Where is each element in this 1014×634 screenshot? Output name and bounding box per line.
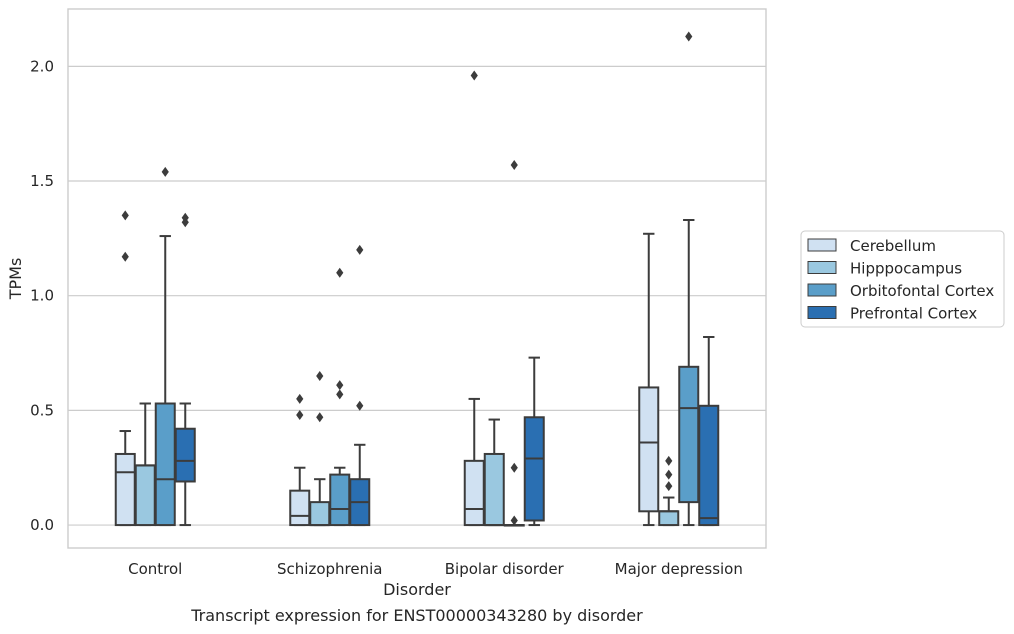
box-group [174, 212, 196, 527]
outlier-point [296, 409, 304, 420]
outlier-point [356, 400, 364, 411]
x-tick-label: Control [128, 560, 182, 578]
y-tick-label: 1.0 [30, 287, 54, 305]
box [463, 459, 485, 527]
box-group [523, 356, 545, 527]
box [114, 452, 136, 527]
y-tick-label: 1.5 [30, 172, 54, 190]
box-group [638, 232, 660, 527]
outlier-point [336, 380, 344, 391]
outlier-point [665, 469, 673, 480]
outlier-point [336, 389, 344, 400]
outlier-point [296, 393, 304, 404]
box [523, 416, 545, 522]
legend-label: Orbitofontal Cortex [850, 282, 994, 300]
outlier-point [121, 251, 129, 262]
box [698, 404, 720, 527]
box-group [134, 402, 156, 527]
box-group [483, 418, 505, 527]
box [134, 464, 156, 527]
box-group [309, 370, 331, 527]
box [174, 427, 196, 483]
box-group [463, 70, 485, 527]
outlier-point [665, 481, 673, 492]
outlier-point [181, 212, 189, 223]
outlier-point [316, 370, 324, 381]
legend-swatch [807, 238, 837, 252]
outlier-point [356, 244, 364, 255]
x-tick-label: Bipolar disorder [445, 560, 565, 578]
box-group [658, 455, 680, 527]
legend-swatch [807, 306, 837, 319]
outlier-point [316, 412, 324, 423]
x-axis-ticks: Control Schizophrenia Bipolar disorder Majo… [128, 560, 743, 578]
plot-frame [67, 8, 767, 549]
outlier-point [121, 210, 129, 221]
y-axis-label: TPMs [6, 258, 25, 301]
box [154, 402, 176, 527]
box [658, 510, 680, 527]
legend-label: Prefrontal Cortex [850, 305, 977, 323]
box [309, 501, 331, 527]
outlier-point [161, 166, 169, 177]
box-group [154, 166, 176, 527]
boxes [114, 31, 720, 527]
outlier-point [336, 267, 344, 278]
box-group [114, 210, 136, 527]
box-group [289, 393, 311, 527]
x-tick-label: Major depression [615, 560, 743, 578]
box [289, 489, 311, 527]
legend-frame [800, 230, 1005, 328]
box-group [678, 31, 700, 527]
outlier-point [470, 70, 478, 81]
legend: Cerebellum Hipppocampus Orbitofontal Corte… [800, 230, 1005, 328]
y-axis-ticks: 0.0 0.5 1.0 1.5 2.0 [30, 57, 54, 534]
outlier-point [510, 515, 518, 526]
x-tick-label: Schizophrenia [277, 560, 382, 578]
outlier-point [665, 455, 673, 466]
legend-label: Cerebellum [850, 237, 936, 255]
legend-swatch [807, 283, 837, 297]
y-tick-label: 0.5 [30, 401, 54, 419]
outlier-point [510, 462, 518, 473]
legend-label: Hipppocampus [850, 260, 962, 278]
box [483, 452, 505, 527]
legend-swatch [807, 261, 837, 274]
outlier-point [685, 31, 693, 42]
box-group [503, 159, 525, 527]
box [678, 365, 700, 504]
x-axis-label: Disorder [383, 580, 451, 599]
box-group [329, 267, 351, 527]
box [638, 386, 660, 513]
box-group [698, 335, 720, 527]
y-tick-label: 0.0 [30, 516, 54, 534]
figure-caption: Transcript expression for ENST0000034328… [191, 606, 643, 625]
y-tick-label: 2.0 [30, 57, 54, 75]
outlier-point [510, 159, 518, 170]
box-group [349, 244, 371, 527]
box [329, 473, 351, 527]
